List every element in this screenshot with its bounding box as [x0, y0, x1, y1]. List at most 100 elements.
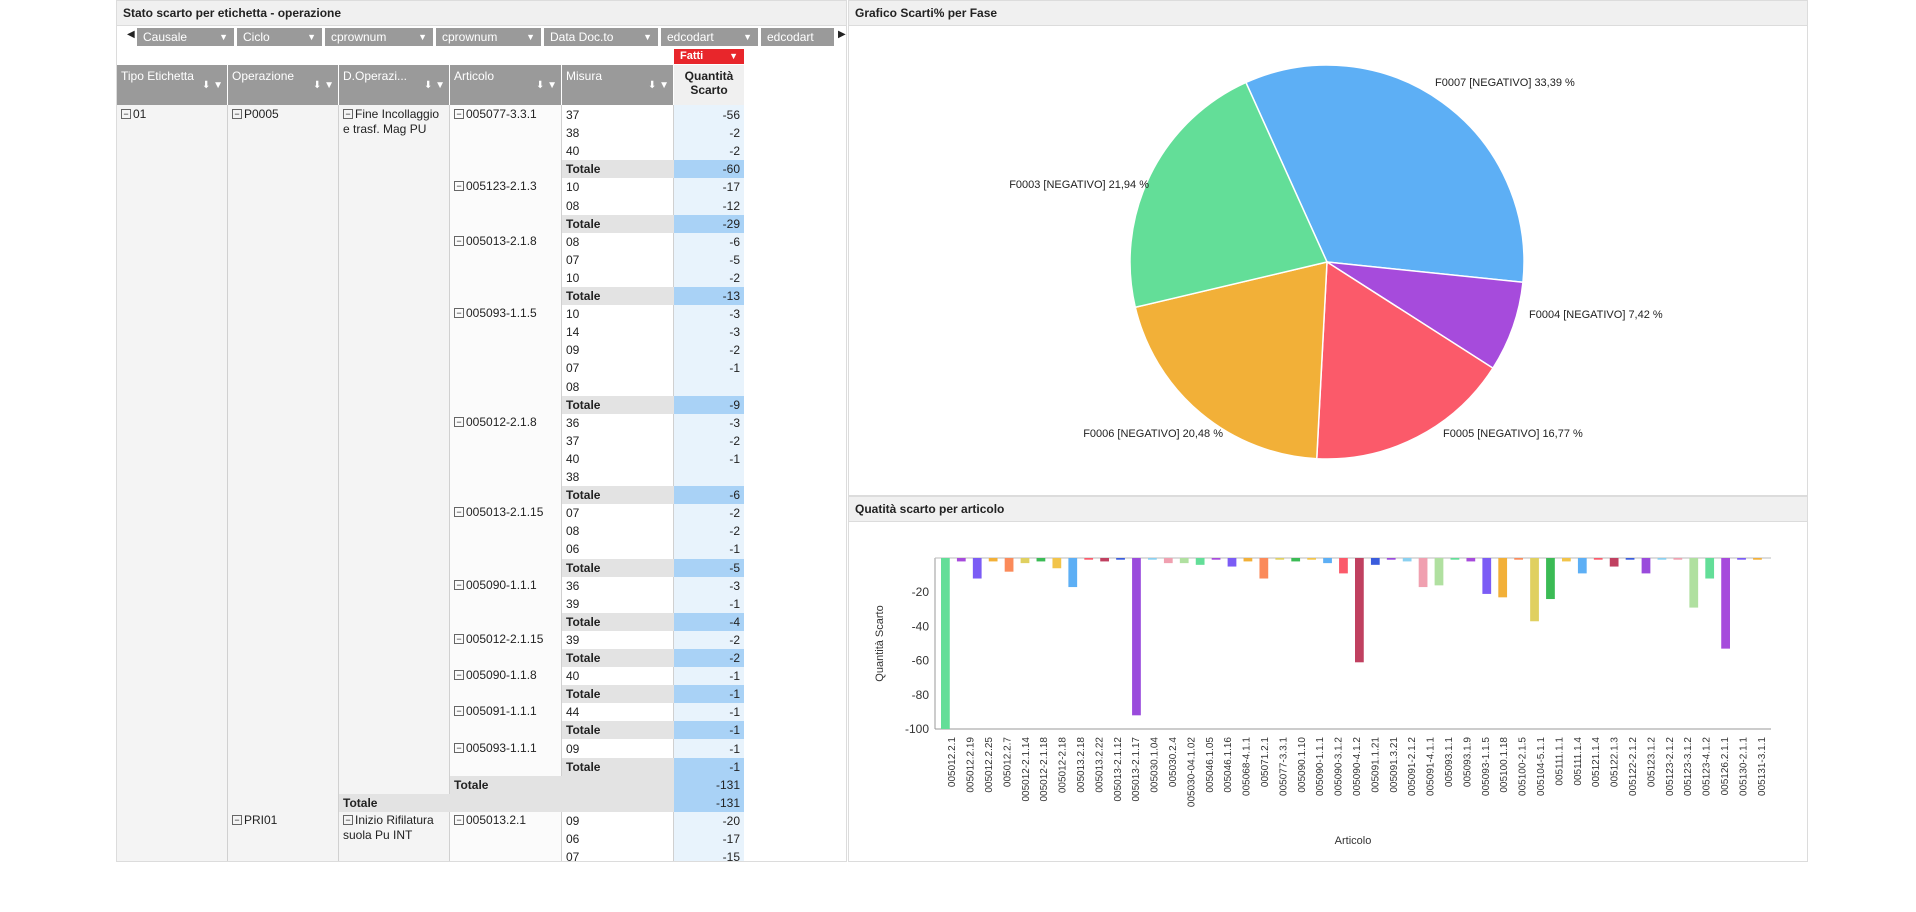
bar[interactable]	[1498, 558, 1508, 598]
bar[interactable]	[1402, 558, 1412, 562]
bar[interactable]	[1737, 558, 1746, 560]
bar[interactable]	[1657, 558, 1667, 560]
articolo-cell[interactable]: −005013-2.1.15	[454, 505, 543, 520]
bar[interactable]	[1020, 558, 1030, 564]
collapse-icon[interactable]: −	[232, 109, 242, 119]
bar[interactable]	[1514, 558, 1523, 560]
bar[interactable]	[1275, 558, 1285, 560]
operazione-group-2[interactable]: − PRI01	[232, 813, 277, 828]
collapse-icon[interactable]: −	[454, 109, 464, 119]
bar[interactable]	[1593, 558, 1603, 560]
bar[interactable]	[1323, 558, 1332, 564]
collapse-icon[interactable]: −	[454, 742, 464, 753]
bar[interactable]	[1418, 558, 1428, 588]
header-quantita[interactable]: Quantità Scarto	[674, 65, 744, 105]
filter-edcodart-1[interactable]: edcodart ▼	[661, 28, 758, 46]
bar[interactable]	[1211, 558, 1221, 560]
bar[interactable]	[1243, 558, 1253, 562]
scroll-right-icon[interactable]: ▶	[838, 29, 846, 40]
articolo-cell[interactable]: −005013-2.1.8	[454, 234, 537, 249]
pie-slice[interactable]	[1244, 64, 1525, 284]
bar[interactable]	[1434, 558, 1444, 586]
sort-filter-icon[interactable]: ⬇ ▼	[423, 80, 445, 91]
filter-causale[interactable]: Causale ▼	[137, 28, 234, 46]
filter-data-doc[interactable]: Data Doc.to ▼	[544, 28, 658, 46]
pie-slice[interactable]	[1129, 81, 1329, 309]
articolo-cell[interactable]: −005013.2.1	[454, 813, 526, 828]
header-doperazione[interactable]: D.Operazi... ⬇ ▼	[339, 65, 450, 105]
scroll-left-icon[interactable]: ◀	[127, 29, 135, 40]
articolo-cell[interactable]: −005093-1.1.5	[454, 306, 537, 321]
sort-filter-icon[interactable]: ⬇ ▼	[647, 80, 669, 91]
header-misura[interactable]: Misura ⬇ ▼	[562, 65, 674, 105]
sort-filter-icon[interactable]: ⬇ ▼	[535, 80, 557, 91]
collapse-icon[interactable]: −	[454, 706, 464, 717]
bar[interactable]	[1753, 558, 1762, 560]
bar[interactable]	[1068, 558, 1078, 588]
bar[interactable]	[1466, 558, 1476, 562]
bar[interactable]	[1004, 558, 1014, 572]
bar[interactable]	[1100, 558, 1109, 562]
bar[interactable]	[1386, 558, 1396, 560]
header-operazione[interactable]: Operazione ⬇ ▼	[228, 65, 339, 105]
bar[interactable]	[1609, 558, 1619, 567]
operazione-group[interactable]: − P0005	[232, 107, 279, 122]
collapse-icon[interactable]: −	[343, 814, 353, 825]
bar[interactable]	[1546, 558, 1555, 600]
bar[interactable]	[1179, 558, 1189, 564]
doperazione-group-2[interactable]: − Inizio Rifilatura suola Pu INT	[343, 813, 449, 843]
collapse-icon[interactable]: −	[454, 579, 464, 590]
collapse-icon[interactable]: −	[454, 181, 464, 192]
bar[interactable]	[1291, 558, 1301, 562]
bar[interactable]	[1116, 558, 1125, 560]
bar[interactable]	[1577, 558, 1587, 574]
fatti-button[interactable]: Fatti ▼	[674, 49, 744, 64]
bar[interactable]	[1450, 558, 1460, 560]
bar[interactable]	[1482, 558, 1492, 594]
bar[interactable]	[1084, 558, 1094, 560]
collapse-icon[interactable]: −	[343, 109, 353, 119]
bar[interactable]	[1673, 558, 1683, 560]
bar[interactable]	[1721, 558, 1730, 649]
articolo-cell[interactable]: −005123-2.1.3	[454, 179, 537, 194]
bar[interactable]	[1195, 558, 1205, 565]
bar[interactable]	[1036, 558, 1046, 562]
articolo-cell[interactable]: −005090-1.1.1	[454, 578, 537, 593]
header-articolo[interactable]: Articolo ⬇ ▼	[450, 65, 562, 105]
bar[interactable]	[972, 558, 982, 579]
sort-filter-icon[interactable]: ⬇ ▼	[201, 80, 223, 91]
bar[interactable]	[1132, 558, 1141, 716]
bar[interactable]	[1641, 558, 1651, 574]
tipo-group[interactable]: −01	[121, 107, 146, 122]
filter-cprownum-1[interactable]: cprownum ▼	[325, 28, 433, 46]
articolo-cell[interactable]: −005012-2.1.8	[454, 415, 537, 430]
filter-ciclo[interactable]: Ciclo ▼	[237, 28, 322, 46]
bar[interactable]	[941, 558, 950, 729]
bar[interactable]	[1370, 558, 1380, 565]
collapse-icon[interactable]: −	[454, 308, 464, 319]
pie-slice[interactable]	[1134, 261, 1328, 460]
bar[interactable]	[1355, 558, 1364, 663]
articolo-cell[interactable]: −005077-3.3.1	[454, 107, 537, 122]
bar[interactable]	[1625, 558, 1635, 560]
bar[interactable]	[1307, 558, 1316, 560]
sort-filter-icon[interactable]: ⬇ ▼	[312, 80, 334, 91]
articolo-cell[interactable]: −005093-1.1.1	[454, 741, 537, 756]
collapse-icon[interactable]: −	[454, 633, 464, 644]
header-tipo[interactable]: Tipo Etichetta ⬇ ▼	[117, 65, 228, 105]
bar[interactable]	[1689, 558, 1699, 608]
bar[interactable]	[1562, 558, 1571, 562]
bar[interactable]	[1052, 558, 1062, 569]
articolo-cell[interactable]: −005012-2.1.15	[454, 632, 543, 647]
collapse-icon[interactable]: −	[454, 814, 464, 825]
collapse-icon[interactable]: −	[232, 814, 242, 825]
bar[interactable]	[1227, 558, 1237, 567]
bar[interactable]	[1530, 558, 1539, 622]
articolo-cell[interactable]: −005091-1.1.1	[454, 704, 537, 719]
bar[interactable]	[1705, 558, 1715, 579]
collapse-icon[interactable]: −	[121, 109, 131, 119]
filter-cprownum-2[interactable]: cprownum ▼	[436, 28, 541, 46]
articolo-cell[interactable]: −005090-1.1.8	[454, 668, 537, 683]
pie-slice[interactable]	[1315, 260, 1494, 460]
collapse-icon[interactable]: −	[454, 416, 464, 427]
